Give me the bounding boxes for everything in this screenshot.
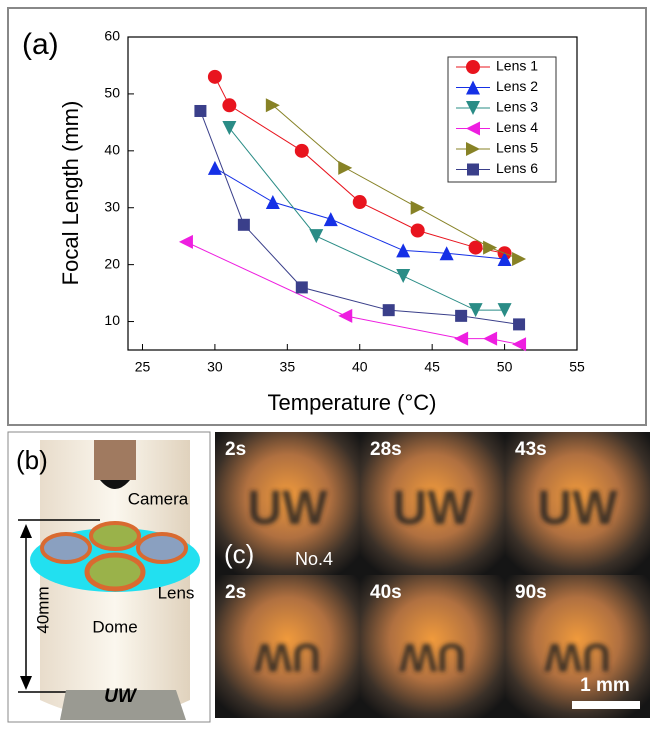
marker: [208, 70, 222, 84]
marker: [513, 318, 525, 330]
photo-letters: UW: [254, 635, 321, 679]
photo-letters: UW: [248, 482, 329, 535]
lens-label: Lens: [158, 583, 195, 602]
x-tick-label: 40: [352, 359, 368, 375]
time-label: 40s: [370, 582, 402, 603]
dome-label: Dome: [92, 617, 137, 636]
y-axis-label: Focal Length (mm): [58, 101, 83, 286]
panel-label: (a): [22, 28, 59, 61]
time-label: 2s: [225, 439, 246, 460]
legend-label: Lens 1: [496, 58, 538, 74]
marker: [222, 98, 236, 112]
figure: (a) Temperature (°C) Focal Length (mm) 2…: [0, 0, 650, 724]
panel-label: (b): [16, 445, 48, 475]
y-tick-label: 60: [104, 28, 120, 44]
lens-icon: [87, 555, 143, 589]
lens-icon: [91, 523, 139, 549]
marker: [455, 310, 467, 322]
legend-marker: [466, 60, 480, 74]
x-tick-label: 25: [135, 359, 151, 375]
panel-label: (c): [224, 539, 254, 569]
height-label: 40mm: [33, 586, 52, 633]
camera-body: [94, 440, 136, 480]
legend-label: Lens 4: [496, 119, 538, 135]
marker: [238, 219, 250, 231]
x-tick-label: 55: [569, 359, 585, 375]
legend-marker: [467, 164, 479, 176]
y-tick-label: 40: [104, 142, 120, 158]
lens-icon: [42, 534, 90, 562]
camera-label: Camera: [128, 489, 189, 508]
photo-letters: UW: [544, 635, 611, 679]
time-label: 2s: [225, 582, 246, 603]
y-tick-label: 50: [104, 85, 120, 101]
x-axis-label: Temperature (°C): [268, 390, 437, 415]
y-tick-label: 10: [104, 312, 120, 328]
time-label: 28s: [370, 439, 402, 460]
y-tick-label: 30: [104, 198, 120, 214]
sample-label: No.4: [295, 549, 333, 569]
photo-letters: UW: [393, 482, 474, 535]
time-label: 43s: [515, 439, 547, 460]
target-label: UW: [104, 686, 138, 707]
panel-c: UW 2s UW 28s UW 43s UW 2s UW 40s UW 90s (c) No.4 1 mm: [215, 432, 650, 718]
marker: [194, 105, 206, 117]
photo-letters: UW: [538, 482, 619, 535]
x-tick-label: 45: [424, 359, 440, 375]
lens-icon: [138, 534, 186, 562]
marker: [295, 144, 309, 158]
panel-b: (b) Camera Lens Dome 40mm UW: [8, 432, 210, 722]
marker: [411, 223, 425, 237]
legend-label: Lens 2: [496, 78, 538, 94]
scale-bar: [572, 701, 640, 709]
legend: Lens 1 Lens 2 Lens 3 Lens 4 Lens 5 Lens 6: [448, 57, 556, 182]
marker: [296, 281, 308, 293]
legend-label: Lens 3: [496, 99, 538, 115]
legend-label: Lens 5: [496, 140, 538, 156]
x-tick-label: 35: [280, 359, 296, 375]
legend-label: Lens 6: [496, 160, 538, 176]
x-tick-label: 50: [497, 359, 513, 375]
y-tick-label: 20: [104, 255, 120, 271]
photo-letters: UW: [399, 635, 466, 679]
x-tick-label: 30: [207, 359, 223, 375]
marker: [353, 195, 367, 209]
marker: [383, 304, 395, 316]
time-label: 90s: [515, 582, 547, 603]
scale-label: 1 mm: [580, 675, 630, 696]
